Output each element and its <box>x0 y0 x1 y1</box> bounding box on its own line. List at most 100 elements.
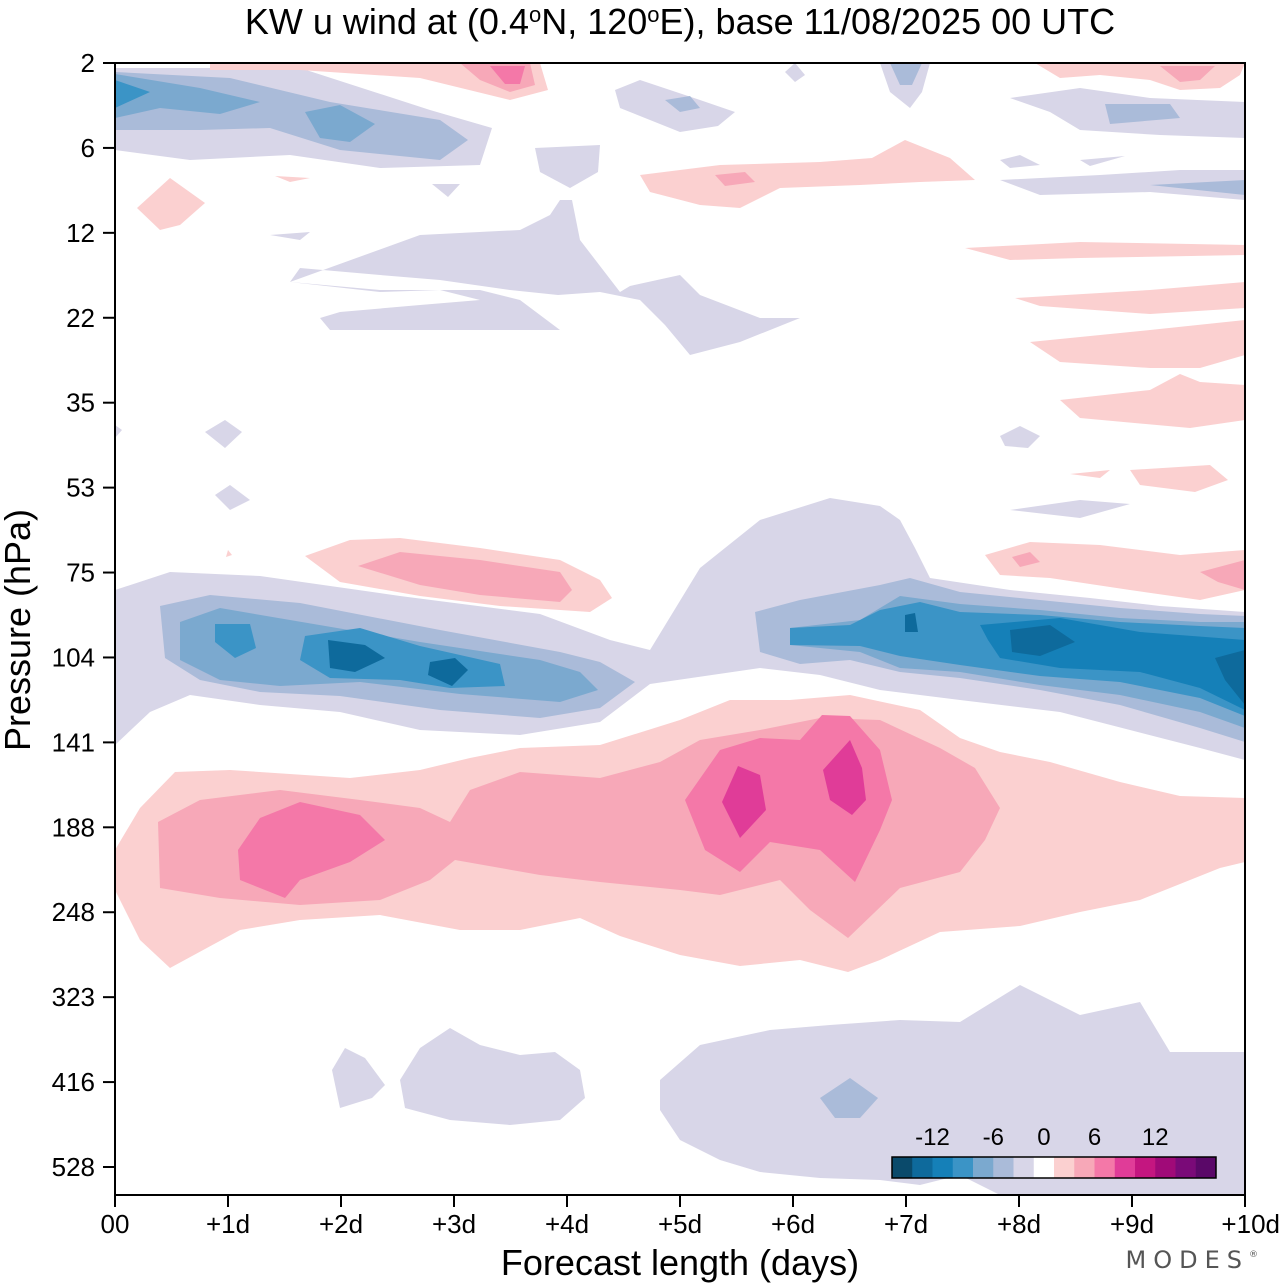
colorbar-label: 12 <box>1142 1124 1169 1151</box>
contour-pos-upper <box>137 178 205 230</box>
contour-neg-strat <box>215 485 250 510</box>
colorbar-swatch <box>1013 1157 1035 1178</box>
contour-neg-strat <box>785 63 805 82</box>
contour-neg-lower <box>400 1028 585 1125</box>
modes-logo: MODES® <box>1126 1246 1258 1274</box>
colorbar-label: 6 <box>1088 1124 1101 1151</box>
colorbar-label: -6 <box>983 1124 1004 1151</box>
colorbar-swatch <box>892 1157 913 1178</box>
contour-neg-jet <box>905 613 918 632</box>
brand-mark: ® <box>1249 1250 1258 1260</box>
contour-neg-upper <box>535 145 600 188</box>
contour-neg-strat <box>1000 155 1040 168</box>
contour-pos-upper <box>275 176 310 182</box>
chart-title: KW u wind at (0.4oN, 120oE), base 11/08/… <box>245 1 1115 42</box>
colorbar: -12 -6 0 6 12 <box>891 1124 1217 1179</box>
contour-neg-lower <box>660 985 1245 1195</box>
colorbar-frame <box>891 1156 1217 1179</box>
contour-pos-upper <box>1015 282 1245 314</box>
colorbar-label: 0 <box>1037 1124 1050 1151</box>
x-tick-label: +5d <box>658 1209 702 1239</box>
contour-pos-mid <box>1200 560 1245 590</box>
x-tick-label: 00 <box>101 1209 130 1239</box>
y-tick-label: 323 <box>52 982 95 1012</box>
colorbar-swatch <box>1054 1157 1075 1178</box>
colorbar-swatch <box>1033 1157 1055 1178</box>
contour-neg-strat <box>205 420 242 448</box>
contour-pos-upper <box>490 66 525 84</box>
contour-pos-upper <box>715 172 755 186</box>
contour-neg-jet <box>1215 650 1245 705</box>
x-tick-label: +1d <box>206 1209 250 1239</box>
colorbar-swatch <box>1195 1157 1217 1178</box>
contour-pos-mid <box>985 542 1245 600</box>
contour-neg-upper <box>115 80 150 108</box>
contour-pos-mid <box>358 552 572 602</box>
colorbar-swatch <box>1175 1157 1197 1178</box>
y-tick-label: 22 <box>66 303 95 333</box>
y-tick-label: 248 <box>52 897 95 927</box>
contour-pos-lower <box>238 802 385 898</box>
contour-neg-lower <box>820 1078 878 1118</box>
contour-neg-jet <box>215 624 256 658</box>
x-tick-label: +4d <box>545 1209 589 1239</box>
y-tick-label: 141 <box>52 727 95 757</box>
contour-neg-strat <box>1000 426 1040 448</box>
contour-neg-lower <box>332 1048 385 1108</box>
contour-pos-upper <box>210 63 548 100</box>
contour-pos-mid <box>226 550 232 557</box>
contour-pos-upper <box>1060 374 1245 428</box>
x-tick-label: +3d <box>432 1209 476 1239</box>
contour-pos-upper <box>965 242 1245 260</box>
x-tick-label: +7d <box>884 1209 928 1239</box>
colorbar-swatch <box>973 1157 994 1178</box>
contour-pos-lower <box>823 740 866 815</box>
contour-neg-upper <box>1000 170 1245 200</box>
y-axis: 2 6 12 22 35 53 75 104 141 188 248 323 416 528 <box>52 48 115 1182</box>
contour-neg-upper <box>1150 180 1245 195</box>
y-tick-label: 75 <box>66 558 95 588</box>
contour-pos-upper <box>640 140 975 208</box>
contour-neg-strat <box>270 232 310 240</box>
colorbar-swatch <box>932 1157 954 1178</box>
contour-neg-strat <box>290 200 800 355</box>
contour-pos-upper <box>1160 66 1215 82</box>
contour-pos-upper <box>1070 470 1110 478</box>
contour-pos-upper <box>1130 465 1228 492</box>
y-tick-label: 2 <box>81 48 95 78</box>
contour-neg-strat <box>1010 500 1130 518</box>
colorbar-swatch <box>912 1157 933 1178</box>
y-tick-label: 528 <box>52 1152 95 1182</box>
x-tick-label: +6d <box>771 1209 815 1239</box>
x-tick-label: +2d <box>319 1209 363 1239</box>
contour-neg-jet <box>1010 625 1075 656</box>
contour-neg-jet <box>428 658 468 686</box>
contour-neg-upper <box>1105 104 1180 124</box>
y-tick-label: 6 <box>81 133 95 163</box>
colorbar-swatch <box>993 1157 1014 1178</box>
colorbar-swatch <box>952 1157 974 1178</box>
contour-pos-lower <box>722 766 766 838</box>
y-axis-label: Pressure (hPa) <box>0 509 38 751</box>
y-tick-label: 53 <box>66 473 95 503</box>
x-axis-label: Forecast length (days) <box>501 1242 859 1283</box>
colorbar-swatch <box>1135 1157 1156 1178</box>
y-tick-label: 12 <box>66 218 95 248</box>
contour-pos-upper <box>1030 320 1245 368</box>
contour-neg-strat <box>432 184 460 197</box>
y-tick-label: 35 <box>66 388 95 418</box>
contour-neg-upper <box>890 63 922 85</box>
contour-neg-upper <box>880 63 930 108</box>
colorbar-swatch <box>1074 1157 1095 1178</box>
colorbar-swatch <box>1114 1157 1136 1178</box>
colorbar-swatch <box>1094 1157 1116 1178</box>
x-tick-label: +9d <box>1110 1209 1154 1239</box>
contour-neg-upper <box>305 105 375 142</box>
contour-pos-lower <box>1055 772 1095 825</box>
contour-neg-upper <box>115 74 260 118</box>
x-tick-label: +10d <box>1221 1209 1280 1239</box>
y-tick-label: 416 <box>52 1067 95 1097</box>
colorbar-label: -12 <box>915 1124 950 1151</box>
brand-name: MODES <box>1125 1246 1249 1274</box>
